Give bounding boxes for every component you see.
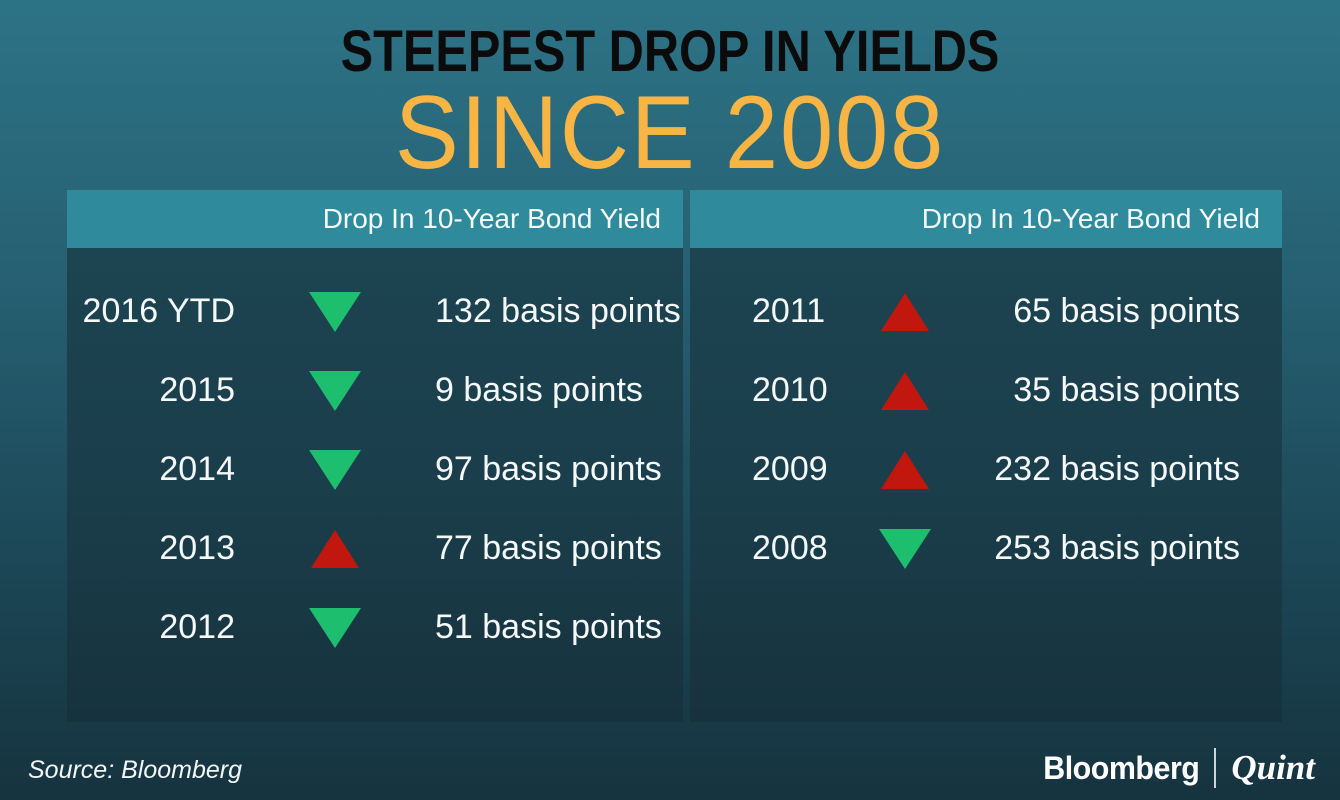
- down-triangle-icon: [309, 370, 361, 411]
- down-triangle-icon: [309, 449, 361, 490]
- bond-yield-table-right: Drop In 10-Year Bond Yield 2011 65 basis …: [690, 190, 1282, 722]
- basis-points-value: 77 basis points: [435, 529, 662, 567]
- direction-cell: [235, 529, 435, 568]
- table-row: 2010 35 basis points: [690, 351, 1282, 430]
- table-row: 2011 65 basis points: [690, 272, 1282, 351]
- year-label: 2012: [159, 608, 235, 646]
- direction-cell: [235, 291, 435, 332]
- table-body: 2011 65 basis points 2010 35 basis points 20…: [690, 248, 1282, 722]
- direction-cell: [235, 607, 435, 648]
- table-header: Drop In 10-Year Bond Yield: [690, 190, 1282, 248]
- basis-points-value: 232 basis points: [994, 450, 1240, 488]
- basis-points-value: 35 basis points: [1013, 371, 1240, 409]
- basis-points-value: 51 basis points: [435, 608, 662, 646]
- down-triangle-icon: [309, 607, 361, 648]
- table-row: 2014 97 basis points: [67, 430, 683, 509]
- table-row: 2012 51 basis points: [67, 588, 683, 667]
- direction-cell: [235, 449, 435, 490]
- quint-logo: Quint: [1231, 748, 1315, 787]
- year-label: 2011: [752, 292, 826, 330]
- year-label: 2016 YTD: [82, 292, 235, 330]
- year-label: 2010: [752, 371, 828, 409]
- direction-cell: [830, 371, 980, 410]
- basis-points-value: 253 basis points: [994, 529, 1240, 567]
- down-triangle-icon: [309, 291, 361, 332]
- direction-cell: [830, 450, 980, 489]
- up-triangle-icon: [881, 450, 929, 489]
- bond-yield-table-left: Drop In 10-Year Bond Yield 2016 YTD 132 b…: [67, 190, 683, 722]
- table-body: 2016 YTD 132 basis points 2015 9 basis poin…: [67, 248, 683, 722]
- table-row: 2016 YTD 132 basis points: [67, 272, 683, 351]
- year-label: 2013: [159, 529, 235, 567]
- year-label: 2015: [159, 371, 235, 409]
- bloomberg-logo: Bloomberg: [1043, 749, 1200, 786]
- table-header: Drop In 10-Year Bond Yield: [67, 190, 683, 248]
- table-row: 2013 77 basis points: [67, 509, 683, 588]
- direction-cell: [830, 292, 980, 331]
- basis-points-value: 65 basis points: [1013, 292, 1240, 330]
- basis-points-value: 132 basis points: [435, 292, 681, 330]
- year-label: 2008: [752, 529, 828, 567]
- basis-points-value: 9 basis points: [435, 371, 643, 409]
- brand-logo: Bloomberg Quint: [1035, 748, 1315, 788]
- up-triangle-icon: [311, 529, 359, 568]
- table-row: 2009 232 basis points: [690, 430, 1282, 509]
- logo-divider: [1214, 748, 1217, 788]
- page-subtitle: SINCE 2008: [394, 75, 946, 191]
- table-row: 2008 253 basis points: [690, 509, 1282, 588]
- year-label: 2009: [752, 450, 828, 488]
- down-triangle-icon: [879, 528, 931, 569]
- page-title: STEEPEST DROP IN YIELDS: [340, 19, 1000, 84]
- direction-cell: [830, 528, 980, 569]
- basis-points-value: 97 basis points: [435, 450, 662, 488]
- table-row: 2015 9 basis points: [67, 351, 683, 430]
- source-credit: Source: Bloomberg: [28, 756, 243, 784]
- up-triangle-icon: [881, 371, 929, 410]
- up-triangle-icon: [881, 292, 929, 331]
- year-label: 2014: [159, 450, 235, 488]
- direction-cell: [235, 370, 435, 411]
